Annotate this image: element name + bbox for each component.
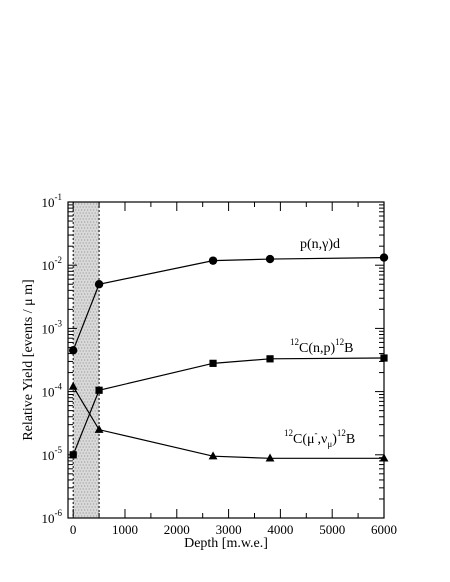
label-12c-n-p-12b: 12C(n,p)12B <box>290 337 354 356</box>
triangle-marker <box>94 424 104 433</box>
y-axis-title: Relative Yield [events / μ m] <box>21 279 36 440</box>
y-tick-label: 10-4 <box>42 382 63 400</box>
x-tick-label: 2000 <box>164 522 190 537</box>
triangle-marker <box>208 451 218 460</box>
series-line-square <box>72 357 385 456</box>
triangle-marker <box>265 453 275 462</box>
circle-marker <box>208 256 218 265</box>
x-tick-label: 1000 <box>112 522 138 537</box>
y-axis: 10-6 10-5 10-4 10-3 10-2 10-1 <box>42 192 384 526</box>
square-marker <box>69 451 77 459</box>
x-axis: 0 1000 2000 3000 4000 5000 6000 <box>70 202 397 537</box>
circle-marker <box>265 254 275 264</box>
series-line-triangle <box>72 386 384 459</box>
circle-marker <box>94 280 104 289</box>
series-markers <box>68 253 389 462</box>
square-marker <box>266 355 274 363</box>
square-marker <box>209 359 217 367</box>
x-axis-title: Depth [m.w.e.] <box>184 536 268 551</box>
y-tick-label: 10-3 <box>42 318 63 336</box>
shaded-depth-region <box>72 202 100 518</box>
triangle-marker <box>379 453 389 462</box>
x-tick-label: 5000 <box>319 522 345 537</box>
label-12c-mu-nu-12b: 12C(μ-,νμ)12B <box>284 428 355 449</box>
y-tick-label: 10-5 <box>42 445 63 463</box>
x-tick-label: 6000 <box>371 522 397 537</box>
square-marker <box>380 354 388 362</box>
y-tick-label: 10-6 <box>42 508 63 526</box>
triangle-marker <box>68 381 78 390</box>
label-p-n-gamma-d: p(n,γ)d <box>300 237 340 252</box>
y-tick-label: 10-2 <box>42 255 63 273</box>
shaded-region-dots <box>73 203 99 517</box>
y-tick-label: 10-1 <box>42 192 63 210</box>
x-tick-label: 3000 <box>216 522 242 537</box>
circle-marker <box>68 346 78 355</box>
x-tick-label: 0 <box>70 522 77 537</box>
square-marker <box>95 386 103 394</box>
x-tick-label: 4000 <box>267 522 293 537</box>
circle-marker <box>379 253 389 262</box>
